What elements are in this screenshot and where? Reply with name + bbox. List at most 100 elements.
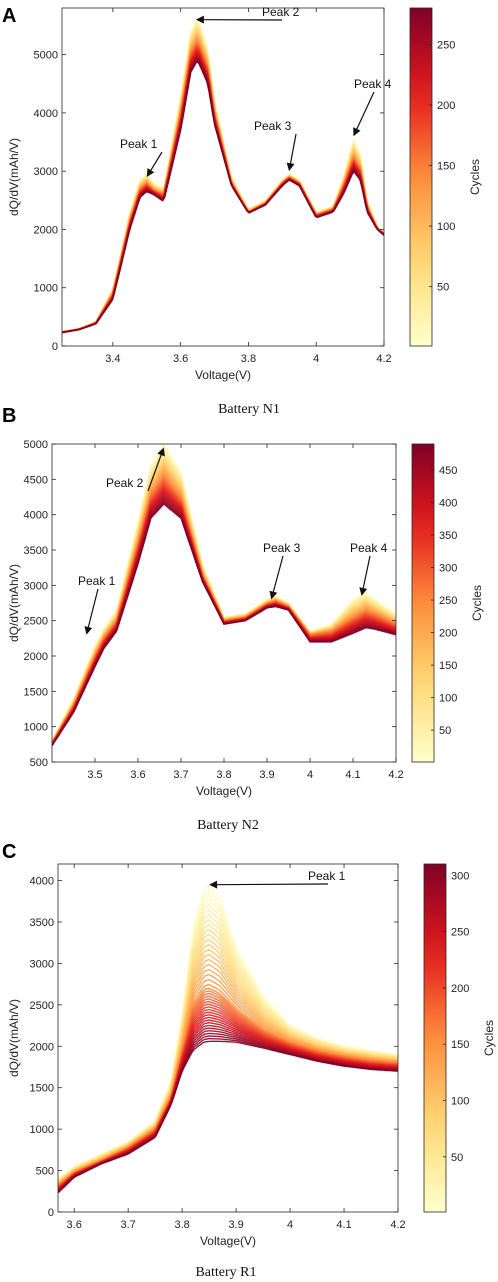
x-tick-label: 3.7 <box>121 1219 136 1231</box>
annotation-label: Peak 1 <box>120 137 158 151</box>
series-line-cycle-83 <box>62 30 384 333</box>
y-tick-label: 5000 <box>24 439 48 451</box>
series-line-cycle-13 <box>52 444 396 742</box>
series-line-cycle-232 <box>62 53 384 334</box>
series-line-cycle-110 <box>62 35 384 333</box>
y-tick-label: 1000 <box>30 1124 54 1136</box>
series-line-cycle-242 <box>58 1016 398 1191</box>
colorbar-tick-label: 250 <box>439 595 457 607</box>
series-line-cycle-227 <box>58 1011 398 1190</box>
x-tick-label: 4 <box>307 769 313 781</box>
series-line-cycle-130 <box>62 38 384 333</box>
colorbar-tick-label: 450 <box>439 465 457 477</box>
y-tick-label: 3000 <box>30 958 54 970</box>
series-line-cycle-107 <box>58 953 398 1184</box>
series-line-cycle-151 <box>62 41 384 333</box>
annotation-label: Peak 3 <box>254 119 292 133</box>
y-tick-label: 4000 <box>34 108 58 120</box>
colorbar-tick-label: 100 <box>437 221 455 233</box>
series-line-cycle-239 <box>62 54 384 334</box>
annotation-arrowhead <box>269 590 278 600</box>
y-tick-label: 3500 <box>30 917 54 929</box>
x-tick-label: 3.8 <box>216 769 231 781</box>
panel-label: A <box>2 5 16 27</box>
annotation-label: Peak 1 <box>78 574 116 588</box>
x-tick-label: 3.5 <box>87 769 102 781</box>
colorbar-tick-label: 350 <box>439 530 457 542</box>
series-line-cycle-228 <box>52 471 396 744</box>
series-line-cycle-84 <box>52 453 396 742</box>
y-tick-label: 3000 <box>24 580 48 592</box>
series-line-cycle-62 <box>62 27 384 333</box>
y-tick-label: 4000 <box>30 876 54 888</box>
y-tick-label: 2000 <box>24 651 48 663</box>
series-line-cycle-103 <box>62 34 384 333</box>
colorbar-tick-label: 100 <box>451 1096 469 1108</box>
series-line-cycle-156 <box>52 462 396 743</box>
annotation-arrowhead <box>157 447 165 457</box>
annotation-arrowhead <box>84 626 93 635</box>
series-line-cycle-35 <box>62 22 384 333</box>
curve-group <box>52 444 396 747</box>
series-line-cycle-76 <box>62 29 384 333</box>
annotation-label: Peak 4 <box>350 541 388 555</box>
series-line-cycle-171 <box>62 44 384 333</box>
chart-panel-a: A 3.4 3.6 3.8 4 4.2 0 1000 2000 3000 4000 5000 Volta… <box>2 5 482 417</box>
annotation-arrow <box>289 133 297 166</box>
series-line-cycle-132 <box>52 459 396 743</box>
series-line-cycle-280 <box>62 60 384 334</box>
series-line-cycle-61 <box>52 450 396 742</box>
x-tick-label: 4 <box>313 353 319 365</box>
series-line-cycle-164 <box>62 43 384 333</box>
series-line-cycle-178 <box>62 45 384 333</box>
plot-area-frame <box>57 863 399 1213</box>
series-line-cycle-42 <box>62 23 384 333</box>
x-tick-label: 3.7 <box>173 769 188 781</box>
y-tick-label: 4500 <box>24 474 48 486</box>
figure-caption: Battery N2 <box>197 818 259 833</box>
series-line-cycle-123 <box>62 37 384 333</box>
annotation-arrow <box>362 555 371 591</box>
y-tick-label: 500 <box>30 757 48 769</box>
x-tick-label: 4 <box>287 1219 293 1231</box>
y-tick-label: 3000 <box>34 166 58 178</box>
x-tick-label: 3.6 <box>130 769 145 781</box>
series-line-cycle-219 <box>62 51 384 333</box>
series-line-cycle-96 <box>52 454 396 742</box>
series-line-cycle-108 <box>52 456 396 743</box>
colorbar <box>411 443 435 763</box>
series-line-cycle-8 <box>62 18 384 333</box>
colorbar-tick-label: 300 <box>451 870 469 882</box>
y-tick-label: 0 <box>52 341 58 353</box>
y-tick-label: 5000 <box>34 50 58 62</box>
series-line-cycle-168 <box>52 464 396 743</box>
series-line-cycle-144 <box>52 460 396 743</box>
series-line-cycle-205 <box>62 49 384 333</box>
curve-group <box>58 883 398 1194</box>
colorbar-tick-label: 150 <box>451 1039 469 1051</box>
x-tick-label: 3.6 <box>173 353 188 365</box>
series-line-cycle-28 <box>62 21 384 333</box>
annotation-arrowhead <box>359 587 368 596</box>
colorbar-label: Cycles <box>470 585 484 621</box>
x-tick-label: 4.2 <box>390 1219 405 1231</box>
series-line-cycle-1 <box>52 444 396 742</box>
series-line-cycle-192 <box>62 47 384 333</box>
colorbar-tick-label: 400 <box>439 498 457 510</box>
y-tick-label: 0 <box>48 1207 54 1219</box>
series-line-cycle-185 <box>62 46 384 333</box>
series-line-cycle-117 <box>62 36 384 333</box>
annotation-arrow <box>215 883 329 886</box>
series-line-cycle-73 <box>52 451 396 742</box>
series-line-cycle-192 <box>52 467 396 743</box>
x-tick-label: 3.4 <box>105 353 120 365</box>
series-line-cycle-198 <box>62 48 384 333</box>
colorbar-tick-label: 50 <box>439 725 451 737</box>
plot-area-frame <box>51 443 397 763</box>
panel-label: B <box>2 405 16 427</box>
series-line-cycle-235 <box>58 1014 398 1190</box>
y-tick-label: 1500 <box>30 1083 54 1095</box>
series-line-cycle-180 <box>52 465 396 743</box>
annotation-arrow <box>87 588 99 630</box>
